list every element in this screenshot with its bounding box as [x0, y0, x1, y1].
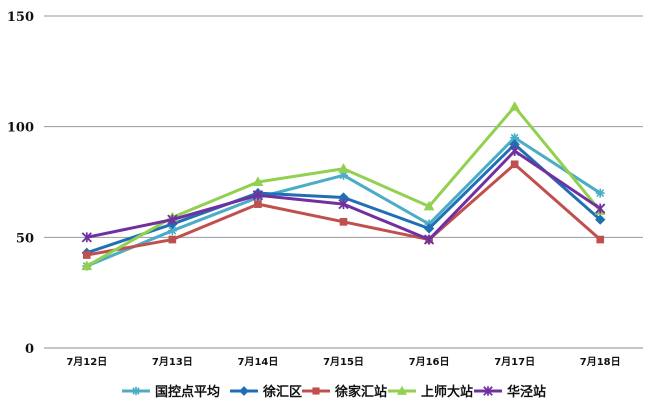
y-tick-label: 0: [25, 342, 34, 357]
series-5: [81, 145, 606, 245]
data-point: [167, 226, 177, 236]
data-point: [252, 190, 264, 201]
data-point: [509, 139, 520, 150]
legend-label: 华泾站: [507, 384, 546, 400]
legend-label: 国控点平均: [155, 384, 220, 400]
x-tick-label: 7月13日: [152, 356, 193, 368]
data-point: [339, 170, 348, 180]
series-2: [81, 139, 606, 259]
legend-item: 国控点平均: [122, 384, 220, 400]
data-point: [423, 234, 435, 245]
data-point: [509, 101, 521, 111]
legend-marker: [239, 386, 249, 396]
data-point: [423, 200, 435, 211]
data-point: [338, 198, 349, 210]
data-point: [595, 214, 606, 225]
x-tick-label: 7月17日: [494, 356, 535, 368]
data-point: [338, 163, 349, 173]
data-point: [510, 160, 519, 169]
y-tick-label: 100: [7, 121, 34, 136]
data-point: [254, 200, 262, 208]
data-point: [423, 223, 435, 234]
legend-item: 上师大站: [388, 384, 473, 400]
y-axis-ticks: 0 50 100 150: [7, 10, 34, 357]
legend-marker: [131, 386, 141, 396]
data-point: [596, 235, 605, 244]
legend-label: 上师大站: [421, 384, 473, 400]
x-tick-label: 7月15日: [323, 356, 364, 368]
y-tick-label: 150: [7, 10, 34, 25]
data-point: [595, 203, 606, 214]
data-point: [82, 251, 91, 259]
data-point: [510, 133, 520, 143]
series-layer: [81, 101, 606, 271]
data-point: [252, 176, 264, 187]
data-point: [167, 214, 178, 225]
data-point: [81, 260, 93, 271]
data-point: [509, 145, 520, 157]
data-point: [168, 235, 177, 244]
x-axis-ticks: 7月12日 7月13日 7月14日 7月15日 7月16日 7月17日 7月18日: [66, 356, 620, 368]
legend: 国控点平均 徐汇区 徐家汇站 上师大站 华泾站: [122, 384, 546, 400]
legend-marker: [312, 387, 320, 395]
gridlines: [44, 15, 643, 349]
legend-item: 徐汇区: [230, 384, 302, 400]
y-tick-label: 50: [16, 231, 34, 246]
legend-marker: [396, 385, 408, 395]
x-tick-label: 7月12日: [66, 356, 107, 368]
data-point: [339, 218, 348, 226]
legend-marker: [483, 386, 493, 396]
data-point: [338, 192, 349, 203]
x-tick-label: 7月16日: [409, 356, 450, 368]
legend-label: 徐家汇站: [334, 384, 387, 400]
legend-item: 华泾站: [474, 384, 546, 400]
x-tick-label: 7月18日: [580, 356, 621, 368]
data-point: [81, 232, 92, 243]
legend-label: 徐汇区: [262, 384, 302, 400]
x-tick-label: 7月14日: [237, 356, 278, 368]
data-point: [595, 188, 605, 198]
legend-item: 徐家汇站: [302, 384, 387, 400]
